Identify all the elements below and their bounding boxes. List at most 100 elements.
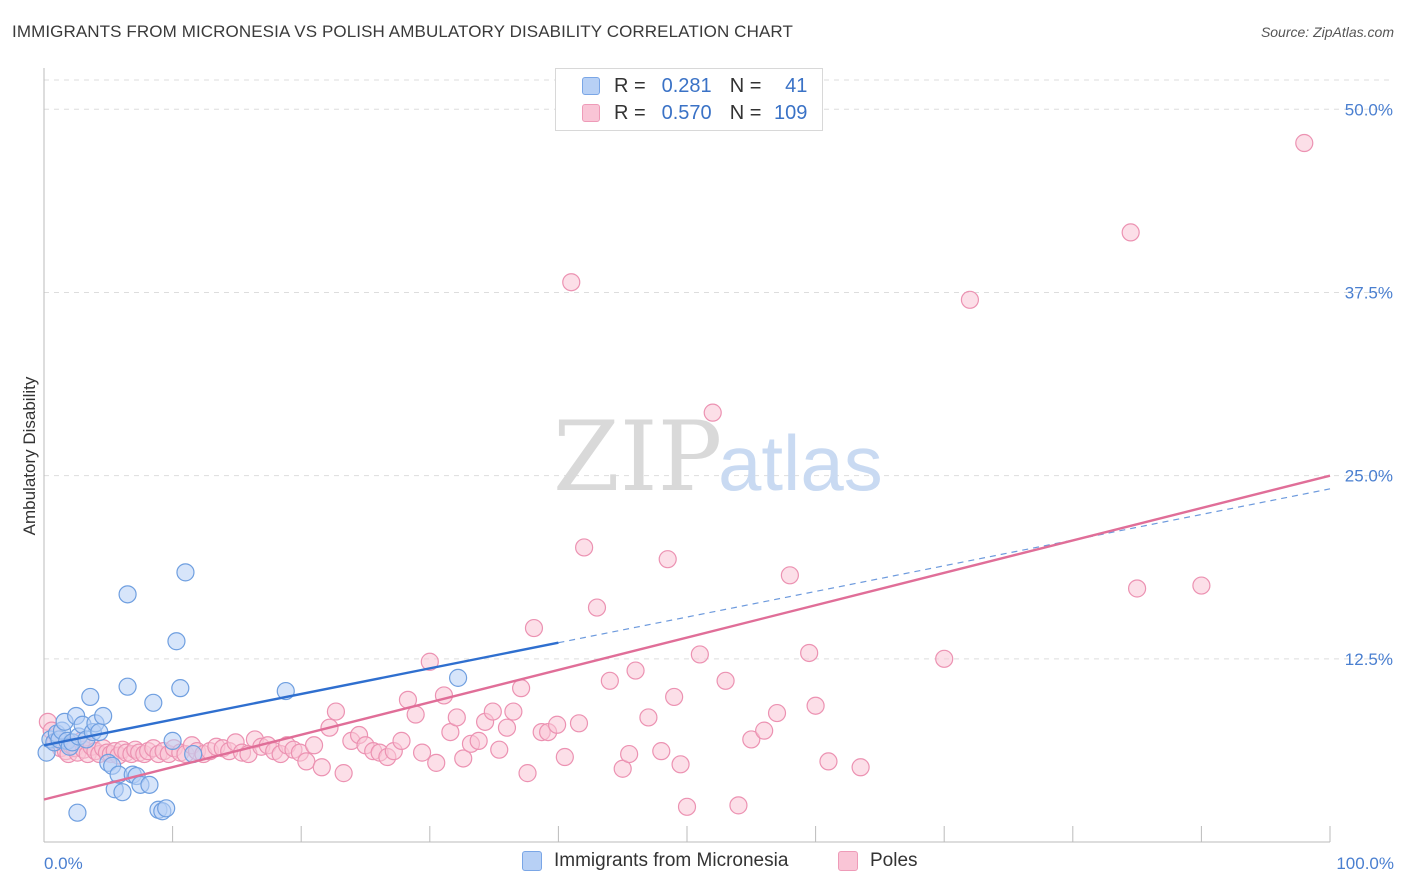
pink-trend-line xyxy=(43,474,1331,801)
pink-point xyxy=(755,721,774,740)
blue-point xyxy=(167,632,186,651)
blue-point xyxy=(448,668,468,687)
pink-point xyxy=(1192,576,1211,595)
blue-point xyxy=(171,679,190,698)
n-value: 41 xyxy=(785,74,808,97)
pink-point xyxy=(524,618,544,638)
pink-point xyxy=(297,752,316,771)
pink-point xyxy=(600,671,619,690)
series-legend: Immigrants from Micronesia Poles xyxy=(0,850,1406,878)
pink-point xyxy=(639,708,658,727)
pink-point xyxy=(703,403,722,422)
pink-point xyxy=(334,764,353,783)
pink-point xyxy=(716,671,735,690)
pink-point xyxy=(569,714,589,733)
pink-point xyxy=(677,797,697,816)
pink-point xyxy=(665,687,684,707)
pink-point xyxy=(555,747,574,767)
pink-point xyxy=(447,708,466,727)
r-value: 0.281 xyxy=(661,74,712,97)
pink-point xyxy=(562,273,581,292)
axes xyxy=(43,68,1331,843)
pink-point xyxy=(935,649,954,668)
x-tick-label-max: 100.0% xyxy=(1336,854,1394,873)
blue-swatch-icon xyxy=(522,851,542,871)
blue-swatch-icon xyxy=(582,77,600,95)
pink-point xyxy=(497,718,517,737)
legend-label-poles: Poles xyxy=(870,850,918,871)
x-tick-label-min: 0.0% xyxy=(44,854,83,873)
pink-point xyxy=(729,796,748,815)
y-tick-labels: 12.5% 25.0% 37.5% 50.0% xyxy=(1345,100,1393,669)
pink-point xyxy=(1127,579,1147,598)
stats-legend-row-poles: R = 0.570 N = 109 xyxy=(556,100,807,126)
blue-point xyxy=(94,706,113,726)
pink-point xyxy=(851,758,870,777)
pink-point xyxy=(312,758,331,777)
pink-point xyxy=(742,730,761,749)
pink-point xyxy=(1295,133,1314,153)
stats-legend-row-micronesia: R = 0.281 N = 41 xyxy=(556,73,807,99)
pink-point xyxy=(483,702,502,721)
pink-point xyxy=(512,679,531,698)
blue-point xyxy=(81,687,100,707)
source-label: Source: ZipAtlas.com xyxy=(1260,24,1394,40)
blue-point xyxy=(140,775,159,794)
pink-point xyxy=(690,645,709,664)
pink-point xyxy=(652,742,671,761)
pink-point xyxy=(518,764,537,783)
blue-point xyxy=(68,803,87,822)
y-axis-label: Ambulatory Disability xyxy=(20,376,39,535)
pink-swatch-icon xyxy=(582,104,600,122)
blue-points xyxy=(37,563,468,822)
pink-point xyxy=(587,598,607,617)
pink-point xyxy=(960,290,980,309)
x-tick-labels: 0.0% 100.0% xyxy=(44,854,1394,873)
pink-point xyxy=(504,702,523,721)
stats-legend: R = 0.281 N = 41 R = 0.570 N = 109 xyxy=(555,68,823,131)
r-label: R = xyxy=(614,101,646,124)
pink-point xyxy=(420,652,439,671)
y-tick-label: 12.5% xyxy=(1345,650,1393,669)
blue-point xyxy=(163,731,182,750)
blue-point xyxy=(176,563,195,582)
n-value: 109 xyxy=(774,101,808,124)
trend-lines xyxy=(43,474,1331,801)
pink-point xyxy=(490,740,509,759)
pink-swatch-icon xyxy=(838,851,858,871)
pink-point xyxy=(548,715,567,734)
y-tick-label: 50.0% xyxy=(1345,100,1393,119)
pink-point xyxy=(575,538,594,557)
n-label: N = xyxy=(729,74,762,97)
pink-point xyxy=(454,749,473,768)
legend-item-micronesia[interactable]: Immigrants from Micronesia xyxy=(522,850,788,872)
blue-point xyxy=(118,585,137,604)
r-value: 0.570 xyxy=(661,101,712,124)
pink-point xyxy=(626,661,645,680)
blue-point xyxy=(144,693,163,712)
pink-point xyxy=(819,752,838,771)
blue-point xyxy=(113,783,132,802)
blue-trend-line xyxy=(43,641,559,747)
gridlines xyxy=(44,79,1394,660)
y-tick-label: 25.0% xyxy=(1345,467,1393,486)
pink-point xyxy=(620,744,639,764)
legend-label-micronesia: Immigrants from Micronesia xyxy=(554,850,789,871)
y-tick-label: 37.5% xyxy=(1345,283,1393,302)
legend-item-poles[interactable]: Poles xyxy=(838,850,918,872)
watermark-zip: ZIP xyxy=(553,401,722,513)
pink-point xyxy=(427,753,446,772)
pink-point xyxy=(800,643,819,663)
chart-title: IMMIGRANTS FROM MICRONESIA VS POLISH AMB… xyxy=(12,22,793,41)
pink-point xyxy=(392,731,411,750)
pink-point xyxy=(1121,223,1140,242)
pink-point xyxy=(767,703,787,723)
pink-point xyxy=(469,731,488,750)
pink-point xyxy=(780,566,799,585)
pink-point xyxy=(671,755,690,774)
pink-point xyxy=(412,743,432,762)
pink-point xyxy=(658,550,677,569)
pink-point xyxy=(304,736,324,755)
n-label: N = xyxy=(729,101,762,124)
